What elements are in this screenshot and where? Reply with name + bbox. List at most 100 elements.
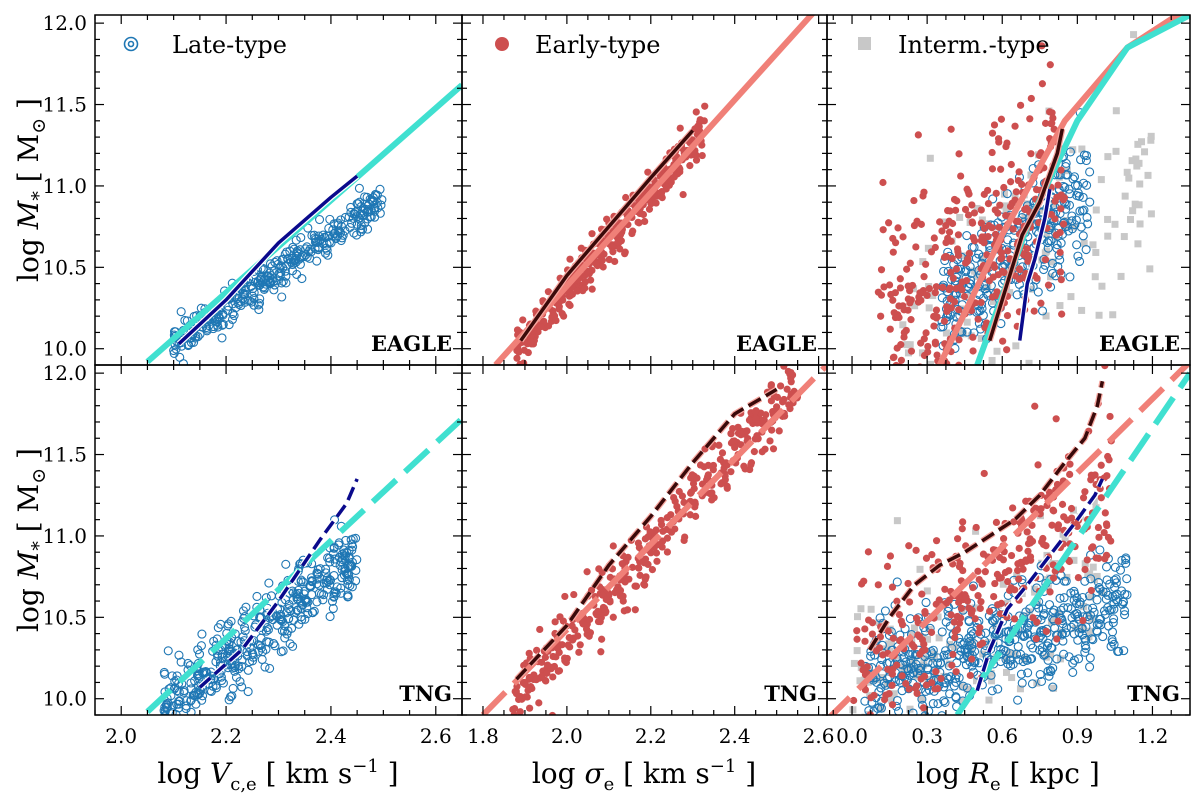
scatter-point-interm <box>1016 685 1024 693</box>
scatter-point-late <box>869 706 879 715</box>
scatter-point-late <box>243 687 253 697</box>
scatter-point-early <box>1007 551 1016 560</box>
scatter-point-late <box>186 337 196 348</box>
scatter-point-late <box>291 235 301 245</box>
y-tick-label: 11.0 <box>42 524 87 548</box>
scatter-point-late <box>913 668 923 678</box>
y-tick-label: 11.5 <box>42 443 87 467</box>
scatter-point-late <box>243 295 253 305</box>
scatter-point-late <box>224 644 234 654</box>
scatter-point-early <box>968 606 976 615</box>
scatter-point-late <box>265 276 275 286</box>
scatter-point-early <box>1014 566 1022 575</box>
scatter-point-early <box>1015 168 1023 176</box>
y-tick-label: 11.0 <box>42 174 87 198</box>
scatter-point-late <box>322 231 332 241</box>
scatter-point-late <box>358 224 368 234</box>
scatter-point-early <box>886 552 895 560</box>
scatter-point-late <box>1077 206 1088 216</box>
scatter-point-early <box>920 640 928 648</box>
scatter-point-late <box>933 658 943 668</box>
scatter-point-early <box>927 628 936 636</box>
scatter-point-late <box>1068 667 1078 677</box>
scatter-point-late <box>940 697 950 707</box>
scatter-point-late <box>344 212 354 222</box>
scatter-point-late <box>894 706 904 715</box>
scatter-point-early <box>592 260 600 268</box>
scatter-point-early <box>968 201 976 209</box>
scatter-point-interm <box>1061 534 1069 542</box>
scatter-point-interm <box>942 329 950 337</box>
scatter-point-late <box>247 656 258 666</box>
line-median-late <box>1018 188 1052 341</box>
scatter-point-early <box>1060 194 1069 202</box>
scatter-point-late <box>1111 578 1121 588</box>
scatter-point-early <box>975 575 983 584</box>
scatter-point-early <box>976 624 984 632</box>
scatter-point-early <box>575 648 583 656</box>
scatter-point-early <box>976 604 984 613</box>
scatter-point-early <box>997 115 1006 123</box>
scatter-point-early <box>743 427 751 435</box>
scatter-point-interm <box>1069 146 1077 154</box>
scatter-point-early <box>751 407 760 416</box>
scatter-point-interm <box>1006 289 1014 297</box>
scatter-point-early <box>636 571 644 579</box>
x-tick-label: 0.9 <box>1061 724 1093 748</box>
y-tick-label: 10.5 <box>42 605 87 629</box>
scatter-point-early <box>884 374 891 381</box>
scatter-point-late <box>894 714 897 715</box>
scatter-point-early <box>962 593 970 601</box>
scatter-point-late <box>269 639 279 649</box>
scatter-point-late <box>356 221 366 231</box>
scatter-point-early <box>876 633 885 641</box>
scatter-point-interm <box>1042 312 1050 320</box>
legend-label-late: Late-type <box>172 31 287 59</box>
scatter-point-late <box>939 266 949 276</box>
scatter-point-late <box>325 580 335 590</box>
y-tick-label: 10.5 <box>42 255 87 279</box>
scatter-point-interm <box>1128 157 1136 165</box>
scatter-point-early <box>963 185 971 193</box>
scatter-point-early <box>1000 183 1008 192</box>
scatter-point-interm <box>1131 200 1139 208</box>
scatter-point-late <box>875 613 885 623</box>
scatter-point-interm <box>987 669 995 677</box>
scatter-point-early <box>867 694 875 702</box>
scatter-point-early <box>1048 119 1056 127</box>
scatter-point-early <box>1066 460 1074 468</box>
scatter-point-late <box>294 619 304 629</box>
scatter-point-early <box>914 631 922 639</box>
line-median-early <box>988 128 1065 342</box>
scatter-point-early <box>565 634 573 642</box>
scatter-point-early <box>602 595 610 604</box>
scatter-point-late <box>1070 180 1080 190</box>
scatter-point-interm <box>1121 192 1129 200</box>
scatter-point-early <box>586 615 594 624</box>
scatter-point-early <box>729 437 737 445</box>
y-axis-label-top: log M* [ M⊙ ] <box>12 98 50 282</box>
scatter-point-late <box>1117 586 1127 596</box>
scatter-point-early <box>953 197 961 205</box>
scatter-point-early <box>1067 504 1076 513</box>
scatter-point-early <box>645 205 654 213</box>
scatter-point-late <box>276 615 286 625</box>
scatter-point-late <box>343 590 353 600</box>
scatter-point-early <box>904 282 912 290</box>
scatter-point-late <box>228 663 238 673</box>
scatter-point-late <box>160 712 170 715</box>
scatter-point-late <box>283 254 293 264</box>
scatter-point-late <box>874 734 882 742</box>
scatter-point-late <box>258 647 268 657</box>
scatter-point-early <box>956 408 963 415</box>
scatter-point-late <box>303 609 313 619</box>
scatter-point-late <box>297 274 307 284</box>
scatter-point-early <box>949 650 957 659</box>
scatter-point-interm <box>1000 190 1008 198</box>
scatter-point-early <box>903 388 910 395</box>
scatter-point-early <box>891 239 900 247</box>
scatter-point-early <box>918 590 926 598</box>
scatter-point-late <box>908 708 918 715</box>
scatter-point-early <box>527 338 535 346</box>
